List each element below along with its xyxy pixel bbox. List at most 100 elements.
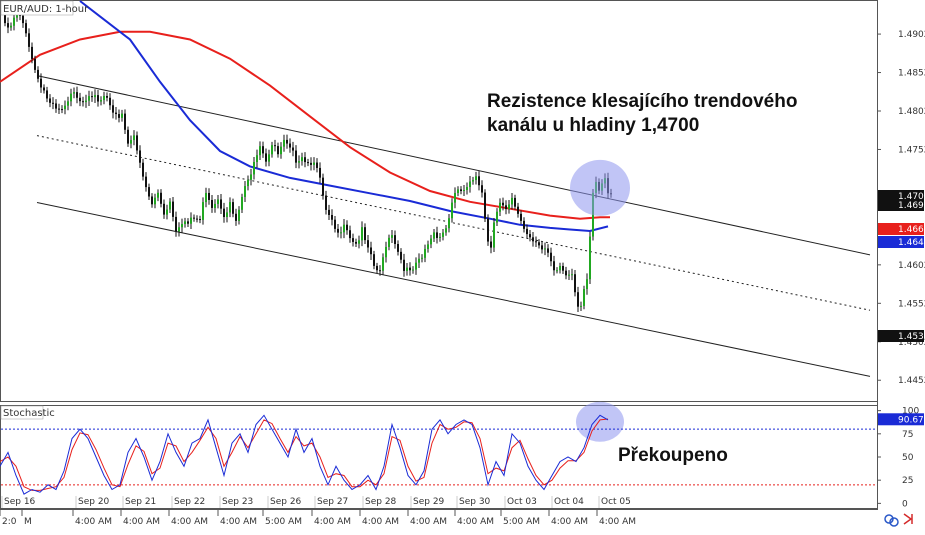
candle-body <box>304 157 306 163</box>
candle-body <box>334 219 336 229</box>
candle-body <box>94 95 96 98</box>
candle-body <box>13 17 15 26</box>
candle-body <box>157 192 159 198</box>
candle-body <box>268 154 270 162</box>
candle-body <box>220 199 222 209</box>
price-tick-label: 1.4602 <box>898 261 925 271</box>
candle-body <box>121 113 123 118</box>
indicator-label: Stochastic <box>3 408 55 419</box>
candle-body <box>418 258 420 263</box>
candle-body <box>274 145 276 147</box>
candle-body <box>160 192 162 204</box>
candle-body <box>283 139 285 147</box>
candle-body <box>316 162 318 168</box>
candle-body <box>139 150 141 163</box>
candle-body <box>490 241 492 248</box>
candle-body <box>163 203 165 215</box>
price-tag <box>878 236 924 248</box>
candle-body <box>496 211 498 223</box>
candle-body <box>466 187 468 191</box>
candle-body <box>40 78 42 88</box>
time-labels: 2:0 M 4:00 AM 4:00 AM 4:00 AM 4:00 AM 5:00 AM 4… <box>0 510 636 527</box>
candle-body <box>103 95 105 101</box>
candle-body <box>85 100 87 103</box>
time-label: 4:00 AM <box>457 517 494 527</box>
price-tick-label: 1.4802 <box>898 107 925 117</box>
date-label: Sep 20 <box>78 497 110 507</box>
candle-body <box>271 145 273 155</box>
candle-body <box>442 232 444 237</box>
date-label: Sep 28 <box>365 497 397 507</box>
arrow-right-icon[interactable] <box>903 513 913 525</box>
time-label: M <box>24 517 32 527</box>
candle-body <box>559 266 561 271</box>
candle-body <box>265 153 267 162</box>
candle-body <box>352 238 354 242</box>
candle-body <box>448 218 450 229</box>
candle-body <box>253 162 255 175</box>
candle-body <box>430 238 432 245</box>
price-tag-label: 1.4647 <box>898 238 925 248</box>
time-label: 4:00 AM <box>220 517 257 527</box>
candle-body <box>37 69 39 79</box>
price-tick-label: 1.4552 <box>898 299 925 309</box>
candle-body <box>460 189 462 192</box>
candle-body <box>70 93 72 102</box>
date-label: Oct 04 <box>554 497 584 507</box>
link-icon[interactable] <box>884 514 899 527</box>
candle-body <box>394 235 396 245</box>
date-label: Sep 21 <box>125 497 156 507</box>
candle-body <box>424 248 426 258</box>
candle-body <box>61 109 63 111</box>
channel-line-1 <box>36 75 871 256</box>
candle-body <box>292 147 294 151</box>
candle-body <box>136 135 138 151</box>
time-label: 4:00 AM <box>75 517 112 527</box>
candle-body <box>397 244 399 252</box>
time-label: 5:00 AM <box>503 517 540 527</box>
candle-body <box>343 224 345 233</box>
candle-body <box>64 105 66 110</box>
candle-body <box>43 87 45 91</box>
candle-body <box>10 25 12 28</box>
candle-body <box>142 162 144 177</box>
ma-fast-line <box>79 0 609 233</box>
time-label: 4:00 AM <box>410 517 447 527</box>
candle-body <box>433 232 435 239</box>
date-label: Oct 05 <box>601 497 631 507</box>
candle-body <box>295 150 297 163</box>
candle-body <box>205 192 207 203</box>
candle-body <box>109 97 111 106</box>
time-label: 4:00 AM <box>123 517 160 527</box>
resistance-annotation-line2: kanálu u hladiny 1,4700 <box>487 115 699 136</box>
candle-body <box>76 92 78 98</box>
candle-body <box>484 192 486 219</box>
date-label: Oct 03 <box>507 497 537 507</box>
time-label: 4:00 AM <box>599 517 636 527</box>
stochastic-lines <box>0 414 877 495</box>
time-label: 4:00 AM <box>171 517 208 527</box>
candle-body <box>529 234 531 238</box>
candle-body <box>88 96 90 101</box>
candle-body <box>532 237 534 242</box>
candle-body <box>4 14 6 24</box>
candle-body <box>478 176 480 186</box>
candle-body <box>379 270 381 272</box>
stochastic-highlight <box>576 401 624 442</box>
candle-body <box>259 146 261 156</box>
resistance-highlight <box>570 159 630 216</box>
date-label: Sep 27 <box>317 497 348 507</box>
candle-body <box>229 202 231 213</box>
candle-body <box>187 221 189 224</box>
candle-body <box>415 262 417 270</box>
candle-body <box>115 112 117 115</box>
candle-body <box>100 100 102 102</box>
candle-body <box>574 274 576 293</box>
candle-body <box>481 185 483 193</box>
candle-body <box>238 209 240 221</box>
candle-body <box>511 197 513 205</box>
candle-body <box>7 23 9 28</box>
candle-body <box>325 195 327 210</box>
date-label: Sep 23 <box>222 497 253 507</box>
